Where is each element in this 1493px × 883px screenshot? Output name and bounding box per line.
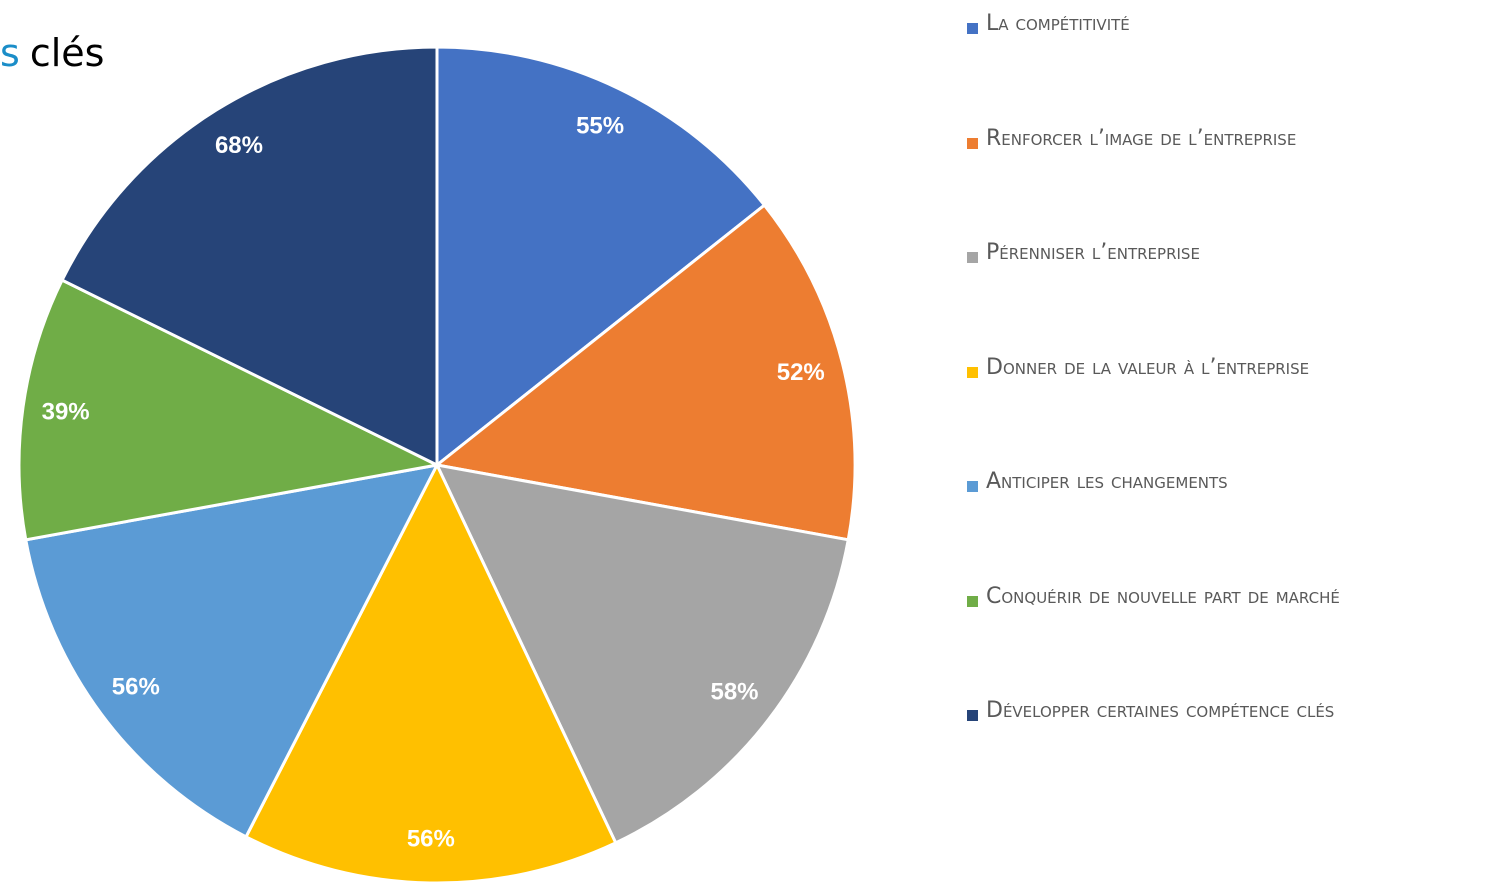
legend-swatch — [967, 595, 978, 607]
pie-slice — [17, 278, 442, 542]
data-label: 58% — [710, 679, 758, 706]
data-label: 52% — [777, 359, 825, 386]
legend-swatch — [967, 252, 978, 263]
data-label: 56% — [112, 674, 160, 701]
legend-swatch — [967, 366, 978, 378]
legend-label: Conquérir de nouvelle part de marché — [986, 583, 1340, 609]
data-label: 56% — [407, 825, 455, 852]
data-label: 68% — [215, 132, 263, 159]
legend-swatch — [967, 137, 978, 149]
legend-label: La compétitivité — [986, 11, 1130, 36]
pie-slice — [433, 203, 857, 542]
legend-item: Donner de la valeur à l’entreprise — [967, 355, 1477, 387]
pie-slice — [434, 463, 850, 845]
legend-item: Pérenniser l’entreprise — [967, 240, 1477, 272]
legend-item: Développer certaines compétence clés — [967, 698, 1477, 730]
pie-slice — [60, 45, 439, 468]
legend-swatch — [967, 710, 978, 721]
legend-label: Renforcer l’image de l’entreprise — [986, 125, 1297, 151]
legend-swatch — [967, 481, 978, 492]
pie-slice — [435, 45, 767, 469]
pie-slice — [24, 462, 440, 839]
data-label: 55% — [576, 113, 624, 140]
legend-label: Anticiper les changements — [986, 469, 1228, 494]
legend-label: Donner de la valeur à l’entreprise — [986, 354, 1310, 380]
legend-swatch — [967, 23, 978, 34]
chart-title: s clés — [0, 31, 104, 75]
title-part: clés — [30, 31, 105, 75]
legend-item: Conquérir de nouvelle part de marché — [967, 584, 1477, 616]
legend-item: La compétitivité — [967, 11, 1477, 43]
title-part: s — [0, 31, 20, 75]
legend-label: Développer certaines compétence clés — [986, 698, 1335, 723]
data-label: 39% — [42, 398, 90, 425]
legend-item: Renforcer l’image de l’entreprise — [967, 126, 1477, 158]
legend-label: Pérenniser l’entreprise — [986, 240, 1200, 265]
legend-item: Anticiper les changements — [967, 469, 1477, 501]
